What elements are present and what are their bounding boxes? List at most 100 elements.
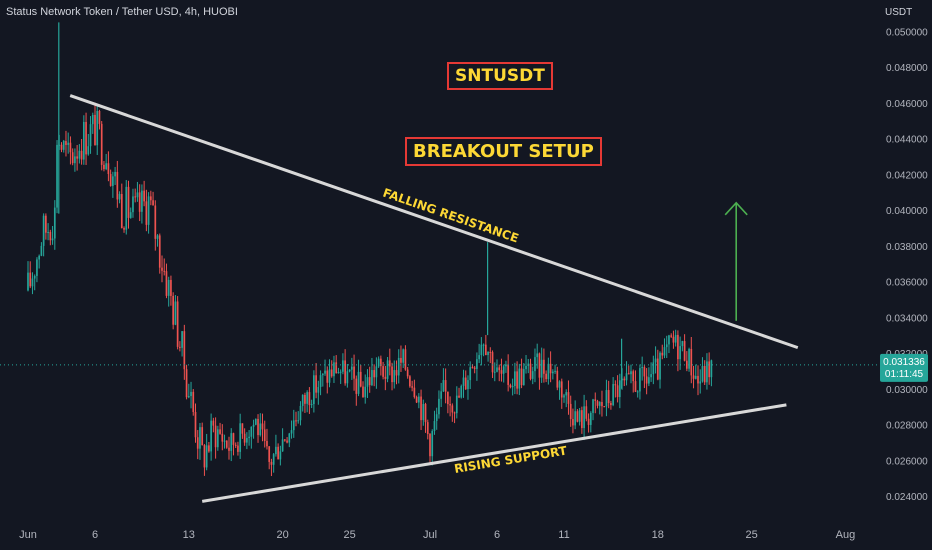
candle-body bbox=[225, 440, 228, 448]
candle-body bbox=[248, 436, 250, 439]
candle-body bbox=[141, 190, 143, 212]
candle-body bbox=[317, 387, 320, 393]
candle-body bbox=[212, 420, 215, 426]
candle-body bbox=[554, 370, 556, 372]
candle-body bbox=[109, 174, 112, 186]
candle-body bbox=[333, 362, 335, 377]
candle-body bbox=[60, 144, 63, 150]
candle-body bbox=[214, 425, 217, 448]
candle-body bbox=[679, 346, 681, 360]
candle-body bbox=[668, 335, 670, 345]
candle-body bbox=[388, 360, 391, 367]
candle-body bbox=[551, 371, 554, 374]
candle-body bbox=[353, 366, 355, 379]
candle-body bbox=[53, 207, 56, 239]
candle-body bbox=[156, 235, 159, 239]
candle-body bbox=[366, 377, 369, 387]
x-tick-label: 13 bbox=[183, 529, 195, 541]
candle-body bbox=[328, 369, 331, 383]
candle-body bbox=[62, 140, 65, 150]
x-tick-label: 25 bbox=[343, 529, 355, 541]
candle-body bbox=[80, 150, 83, 160]
candle-body bbox=[154, 205, 157, 239]
candle-body bbox=[152, 200, 154, 206]
y-tick-label: 0.044000 bbox=[886, 135, 928, 146]
candle-body bbox=[359, 371, 362, 387]
candle-body bbox=[74, 156, 76, 164]
candle-body bbox=[112, 176, 114, 186]
candle-body bbox=[279, 451, 282, 460]
candle-body bbox=[290, 430, 293, 434]
rising-support-line bbox=[201, 403, 787, 503]
y-tick-label: 0.038000 bbox=[886, 242, 928, 253]
candle-body bbox=[350, 366, 353, 370]
candle-body bbox=[661, 352, 664, 356]
candle-body bbox=[581, 410, 583, 429]
falling-resistance-line bbox=[69, 94, 799, 350]
candle-body bbox=[683, 341, 686, 361]
candle-body bbox=[201, 427, 204, 446]
candle-body bbox=[205, 445, 208, 468]
candle-body bbox=[27, 272, 29, 291]
candle-body bbox=[368, 377, 371, 386]
candle-body bbox=[654, 358, 657, 363]
candle-body bbox=[478, 355, 480, 360]
candle-body bbox=[429, 433, 431, 457]
candle-body bbox=[36, 259, 38, 276]
candle-body bbox=[259, 423, 262, 436]
candle-body bbox=[585, 406, 588, 419]
candle-body bbox=[563, 395, 565, 398]
candle-body bbox=[489, 351, 492, 353]
candle-body bbox=[138, 192, 141, 212]
candle-body bbox=[674, 334, 677, 343]
candle-body bbox=[572, 419, 574, 426]
candle-body bbox=[377, 358, 380, 367]
candle-body bbox=[105, 163, 108, 170]
candle-body bbox=[672, 336, 675, 343]
candle-body bbox=[67, 142, 70, 145]
candle-body bbox=[496, 367, 498, 372]
candle-body bbox=[607, 390, 610, 404]
candle-body bbox=[221, 433, 224, 442]
candle-body bbox=[706, 361, 708, 383]
candle-body bbox=[147, 196, 150, 225]
candle-body bbox=[393, 370, 396, 383]
candle-body bbox=[650, 374, 652, 378]
candle-body bbox=[210, 420, 212, 452]
x-tick-label: 25 bbox=[745, 529, 757, 541]
candle-body bbox=[420, 396, 422, 421]
candle-body bbox=[288, 433, 291, 443]
candle-body bbox=[578, 410, 581, 422]
candle-body bbox=[38, 255, 41, 260]
candle-body bbox=[241, 423, 244, 434]
candle-body bbox=[33, 275, 36, 279]
candle-body bbox=[301, 394, 304, 406]
candle-body bbox=[453, 412, 456, 414]
candle-body bbox=[507, 364, 510, 385]
candle-body bbox=[710, 360, 713, 378]
candle-body bbox=[324, 370, 326, 374]
candle-body bbox=[163, 270, 166, 272]
candle-body bbox=[645, 376, 648, 384]
candle-body bbox=[167, 279, 170, 296]
candle-body bbox=[538, 353, 541, 378]
candle-body bbox=[107, 163, 110, 175]
candle-body bbox=[103, 164, 105, 170]
candle-body bbox=[576, 411, 579, 422]
candle-body bbox=[549, 363, 552, 374]
candle-body bbox=[286, 440, 288, 443]
candle-body bbox=[471, 367, 474, 369]
candle-body bbox=[297, 420, 300, 422]
y-axis-unit: USDT bbox=[885, 7, 913, 18]
candle-body bbox=[692, 375, 695, 379]
y-tick-label: 0.046000 bbox=[886, 99, 928, 110]
candle-body bbox=[677, 334, 679, 360]
candle-body bbox=[665, 344, 668, 348]
candle-body bbox=[192, 391, 195, 412]
candle-body bbox=[569, 403, 572, 420]
x-tick-label: Jun bbox=[19, 529, 37, 541]
candle-body bbox=[85, 121, 87, 155]
candle-body bbox=[560, 381, 563, 398]
candle-body bbox=[71, 152, 74, 164]
